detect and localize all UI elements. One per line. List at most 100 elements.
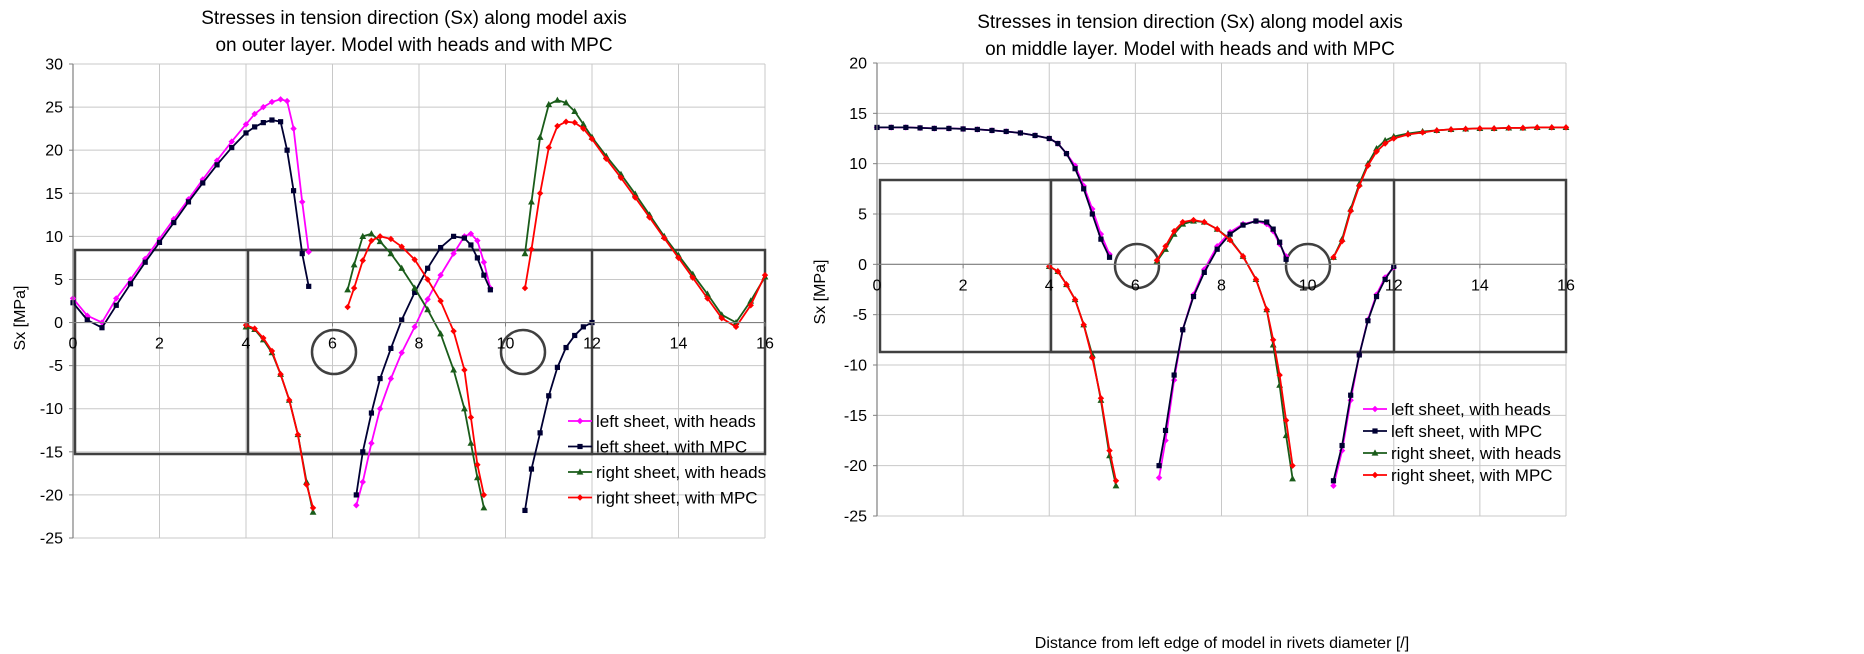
data-point	[260, 334, 267, 342]
data-point	[1338, 237, 1346, 245]
chart-title-line1: Stresses in tension direction (Sx) along…	[977, 12, 1403, 33]
data-point	[1330, 478, 1337, 484]
data-point	[1240, 222, 1246, 228]
x-tick-label: 8	[415, 336, 424, 353]
data-point	[398, 264, 406, 271]
data-point	[1063, 151, 1070, 157]
data-point	[283, 97, 291, 105]
legend-item: right sheet, with heads	[568, 463, 766, 482]
data-point	[1365, 318, 1371, 324]
series-line	[72, 119, 310, 329]
data-point	[437, 330, 445, 337]
x-tick-label: 12	[1385, 277, 1403, 294]
y-tick-label: 5	[858, 207, 867, 224]
data-point	[467, 414, 475, 421]
data-point	[480, 491, 488, 499]
legend-marker	[1371, 471, 1379, 479]
series-group	[873, 123, 1570, 489]
data-point	[344, 286, 352, 293]
data-point	[461, 366, 468, 374]
y-tick-label: 15	[45, 186, 63, 203]
legend-label: left sheet, with heads	[1391, 400, 1551, 419]
data-point	[1201, 218, 1208, 226]
data-point	[309, 504, 317, 512]
data-point	[113, 295, 120, 302]
data-point	[689, 274, 696, 281]
data-point	[424, 306, 432, 313]
data-point	[268, 347, 276, 355]
y-tick-label: -25	[40, 531, 63, 548]
data-point	[632, 194, 639, 201]
data-point	[1162, 437, 1169, 444]
legend: left sheet, with heads left sheet, with M…	[1363, 400, 1561, 485]
legend-marker	[576, 468, 584, 475]
data-point	[1277, 239, 1283, 245]
data-point	[1373, 148, 1380, 155]
data-point	[268, 98, 276, 106]
series-line	[1332, 126, 1566, 258]
data-point	[481, 272, 487, 278]
data-point	[473, 474, 481, 481]
axes: -25 -20 -15 -10 -5 0 5 10 15 20 25 30 0 2 4 6 8 10 12 14 16	[40, 57, 774, 548]
series-left-sheet-with-mpc	[70, 117, 595, 514]
data-point	[290, 125, 297, 132]
data-point	[127, 281, 134, 287]
data-point	[398, 243, 405, 250]
x-tick-label: 4	[1045, 277, 1054, 294]
data-point	[461, 405, 468, 412]
y-tick-label: -15	[844, 408, 867, 425]
data-point	[1089, 354, 1096, 362]
data-point	[284, 147, 290, 153]
data-point	[368, 410, 375, 416]
x-tick-label: 8	[1217, 277, 1226, 294]
data-point	[260, 103, 267, 111]
data-point	[480, 259, 488, 266]
data-point	[142, 259, 148, 265]
x-tick-label: 2	[959, 277, 968, 294]
legend-marker	[1372, 428, 1378, 434]
data-point	[368, 230, 375, 237]
data-point	[588, 135, 596, 143]
y-tick-label: 20	[849, 56, 867, 73]
data-point	[200, 180, 206, 186]
data-point	[286, 396, 293, 404]
data-point	[450, 250, 457, 257]
data-point	[1347, 207, 1354, 215]
x-tick-label: 2	[155, 336, 164, 353]
y-tick-label: 25	[45, 100, 63, 117]
data-point	[171, 219, 177, 226]
data-point	[989, 127, 995, 134]
data-point	[1162, 427, 1169, 434]
data-point	[1106, 447, 1113, 454]
data-point	[1519, 124, 1527, 132]
legend-label: left sheet, with MPC	[596, 438, 747, 457]
series-line	[877, 126, 1111, 255]
series-line	[524, 120, 766, 329]
data-point	[537, 430, 543, 436]
data-point	[437, 297, 444, 305]
data-point	[1270, 226, 1276, 232]
model-outline	[73, 248, 767, 456]
y-tick-label: -10	[844, 358, 867, 375]
data-point	[572, 332, 578, 339]
data-point	[412, 289, 418, 295]
data-point	[931, 125, 937, 132]
data-point	[350, 261, 358, 268]
data-point	[376, 405, 384, 412]
data-point	[1239, 253, 1247, 260]
rivet-1-icon	[310, 328, 358, 376]
data-point	[278, 119, 284, 125]
legend-label: left sheet, with heads	[596, 412, 756, 431]
data-point	[562, 118, 570, 125]
data-point	[487, 287, 493, 293]
data-point	[1390, 135, 1397, 142]
y-tick-label: 20	[45, 143, 63, 160]
data-point	[451, 233, 457, 239]
data-point	[536, 133, 544, 140]
data-point	[1419, 129, 1426, 136]
data-point	[1063, 281, 1070, 288]
data-point	[1081, 186, 1087, 192]
data-point	[1046, 135, 1052, 142]
data-point	[1462, 125, 1469, 133]
data-point	[1490, 125, 1498, 132]
